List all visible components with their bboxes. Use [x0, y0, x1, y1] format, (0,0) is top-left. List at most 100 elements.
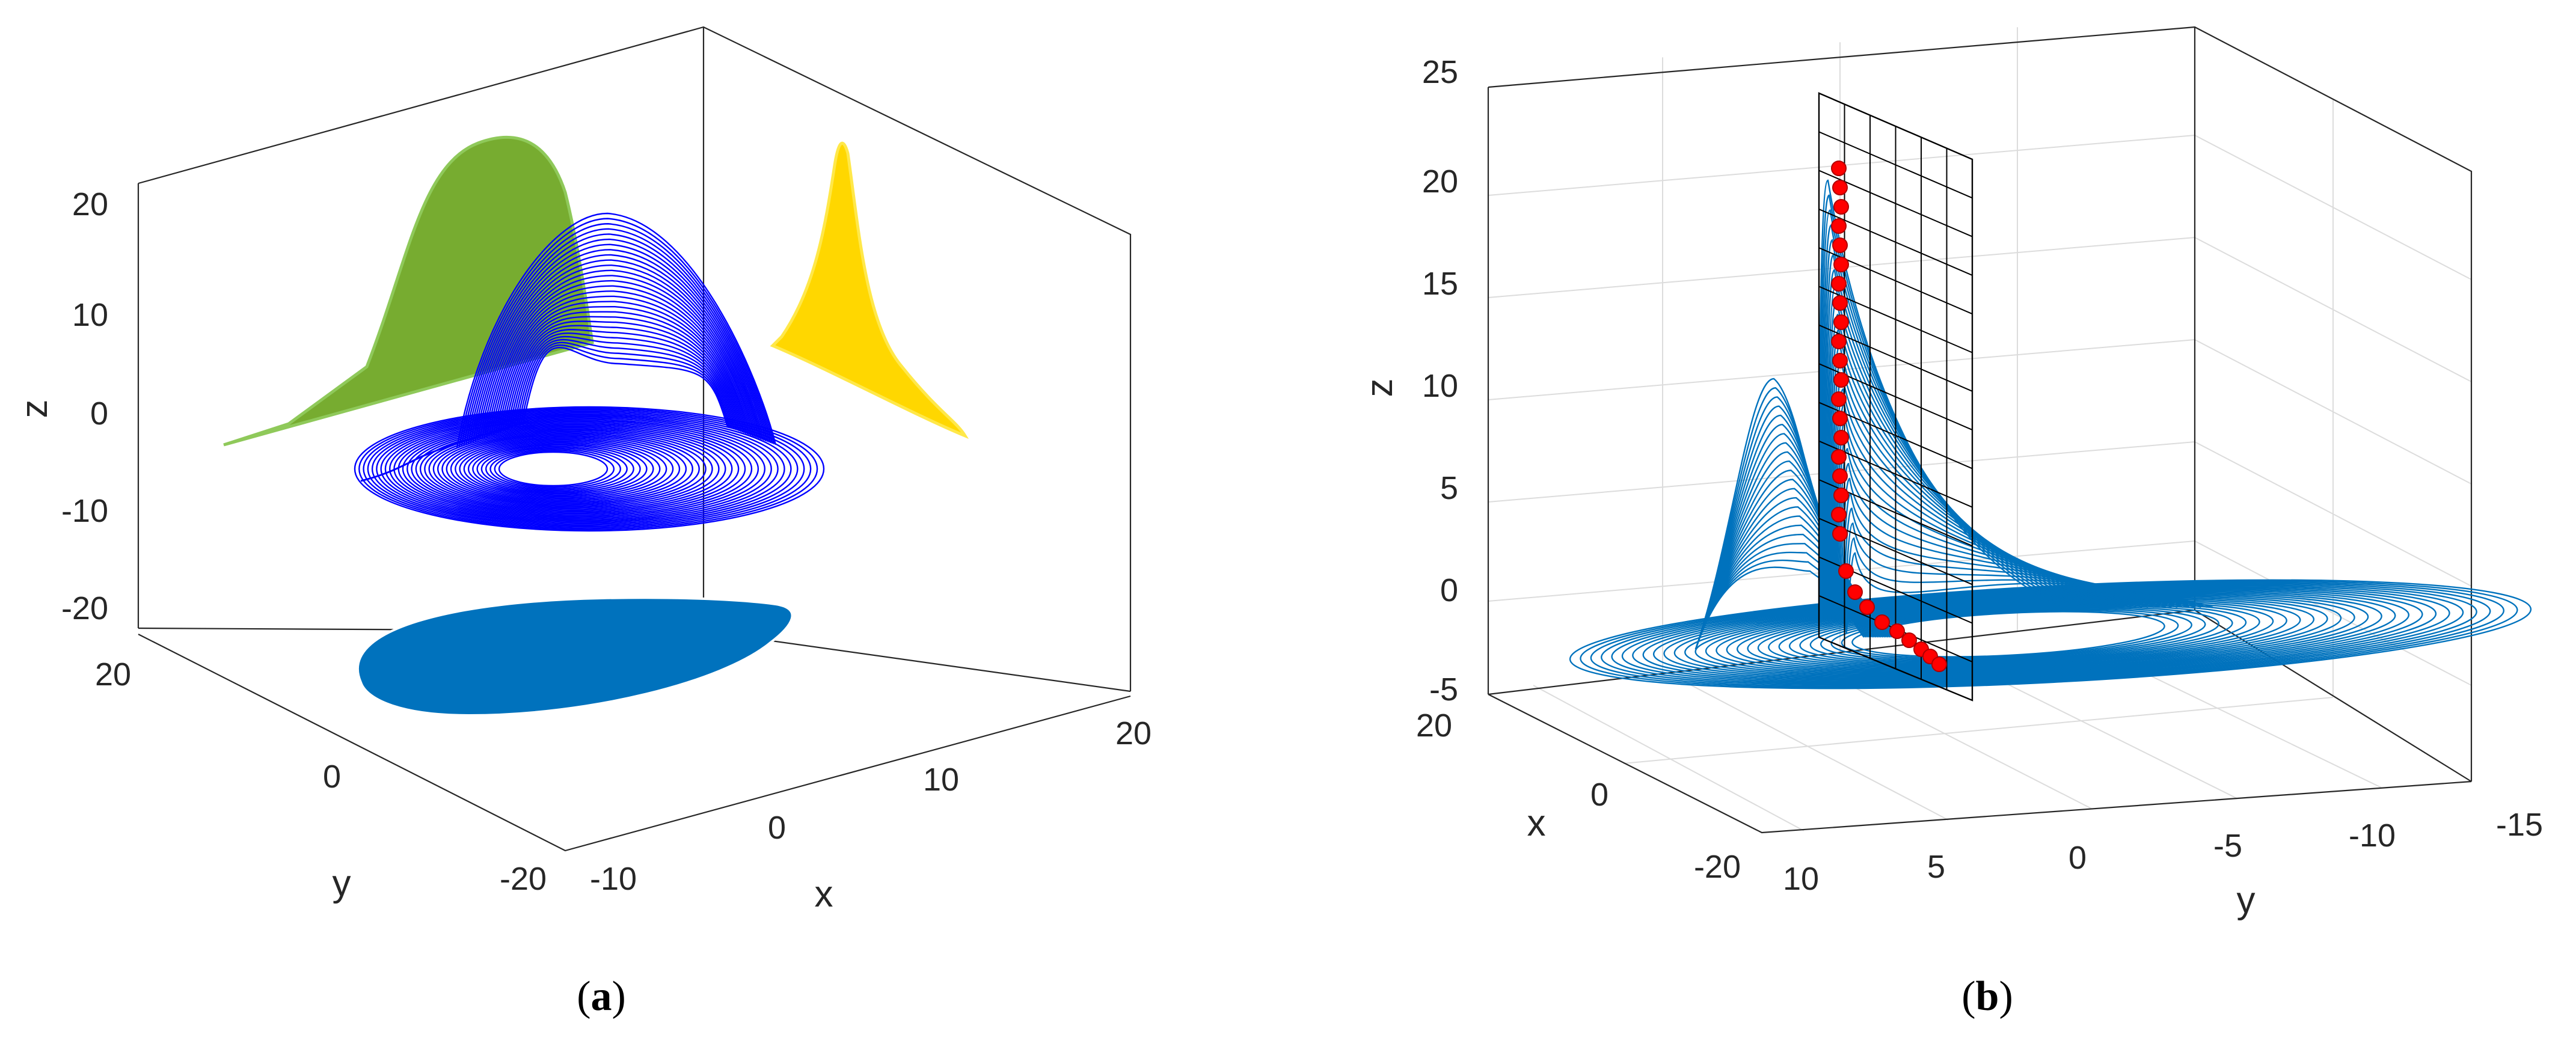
trajectory-wing: [1845, 552, 2213, 634]
grid-line: [1966, 663, 2237, 799]
grid-line: [1677, 678, 1949, 821]
trajectory-wing: [1824, 269, 2102, 620]
floor-projection-series: [356, 596, 794, 717]
trajectory-loop: [354, 406, 825, 532]
panel-a-y-axis-label: y: [333, 863, 351, 904]
trajectory-loop: [1569, 579, 2532, 690]
trajectory-loop: [472, 442, 648, 495]
yellow-projection-series: [770, 141, 969, 439]
trajectory-wing: [472, 249, 765, 442]
z-tick-label: 20: [1422, 164, 1458, 200]
trajectory-loop: [1601, 583, 2491, 686]
trajectory-loop: [467, 441, 654, 497]
trajectory-loop: [494, 450, 615, 488]
trajectory-loop: [437, 432, 700, 506]
plane-grid-line: [1818, 208, 1973, 276]
trajectory-wing: [470, 243, 767, 443]
panel-b-chart: 25 20 15 10 5 0 -5 20 0 -20 10 5 0 -5 -1…: [1359, 26, 2543, 1020]
z-tick-label: -20: [61, 590, 108, 626]
trajectory-loop: [489, 448, 622, 489]
panel-b-caption: (b): [1961, 973, 2013, 1020]
trajectory-loop: [446, 435, 687, 503]
poincare-point: [1832, 295, 1848, 311]
trajectory-wing: [497, 305, 747, 434]
trajectory-wing: [467, 238, 768, 444]
trajectory-wing: [1832, 373, 2142, 620]
trajectory-loop: [1580, 580, 2518, 688]
poincare-point: [1831, 449, 1847, 465]
poincare-point: [1833, 430, 1849, 445]
trajectory-wing: [465, 233, 770, 445]
trajectory-wing: [1843, 522, 2201, 623]
plane-grid-line: [1818, 131, 1973, 199]
trajectory-wing: [490, 290, 752, 436]
trajectory-loop: [476, 444, 641, 494]
panel-b-z-ticks: 25 20 15 10 5 0 -5: [1422, 54, 1458, 708]
z-tick-label: -5: [1429, 671, 1458, 708]
y-tick-label: 20: [95, 656, 131, 693]
x-tick-label: -20: [1694, 849, 1741, 885]
trajectory-loop: [1788, 604, 2247, 665]
x-tick-label: 20: [1115, 715, 1152, 751]
panel-a-z-ticks: 20 10 0 -10 -20: [61, 186, 108, 626]
trajectory-wing: [515, 339, 734, 429]
panel-b-y-ticks: 10 5 0 -5 -10 -15: [1783, 807, 2543, 897]
z-tick-label: 15: [1422, 266, 1458, 302]
trajectory-wing: [463, 228, 771, 446]
y-tick-label: -10: [2349, 818, 2396, 854]
trajectory-wing: [522, 347, 729, 427]
trajectory-wing: [1839, 477, 2184, 620]
trajectory-wing: [488, 285, 753, 436]
trajectory-loop: [1830, 608, 2192, 660]
poincare-point: [1833, 257, 1849, 272]
trajectory-wing: [518, 341, 732, 429]
panel-a-axes-box: [137, 26, 1132, 852]
y-tick-label: -20: [500, 861, 547, 897]
trajectory-loop: [1799, 605, 2233, 664]
poincare-point: [1847, 584, 1863, 600]
trajectory-wing: [461, 223, 773, 447]
poincare-point: [1859, 599, 1875, 615]
poincare-point: [1831, 391, 1847, 407]
trajectory-wing: [504, 320, 742, 432]
poincare-point: [1838, 563, 1854, 579]
y-tick-label: 0: [2068, 840, 2087, 876]
panel-b-x-ticks: 20 0 -20: [1416, 708, 1741, 885]
trajectory-wing: [1844, 537, 2207, 628]
poincare-point: [1833, 314, 1849, 330]
trajectory-loop: [424, 427, 720, 510]
panel-a-caption: (a): [577, 973, 626, 1020]
poincare-point: [1831, 218, 1847, 234]
trajectory-wing: [506, 325, 740, 432]
panel-b-grid: [1488, 27, 2472, 831]
z-tick-label: 20: [72, 186, 108, 222]
panel-b-plot-layer: [1569, 92, 2532, 702]
grid-line: [1623, 697, 2334, 764]
y-tick-label: -15: [2496, 807, 2543, 843]
trajectory-loop: [485, 447, 628, 491]
poincare-point: [1832, 411, 1848, 426]
trajectory-wing: [492, 295, 750, 435]
trajectory-wing: [520, 344, 730, 428]
poincare-point: [1831, 161, 1847, 176]
z-tick-label: 0: [90, 396, 108, 432]
trajectory-loop: [1809, 606, 2220, 662]
panel-a-x-ticks: -10 0 10 20: [590, 715, 1152, 897]
trajectory-wing: [456, 212, 777, 448]
trajectory-wing: [1694, 551, 1898, 650]
panel-b-y-axis-label: y: [2237, 879, 2256, 921]
trajectory-loop: [1590, 581, 2504, 687]
z-tick-label: 5: [1440, 470, 1458, 506]
trajectory-wing: [458, 218, 775, 447]
trajectory-wing: [501, 316, 743, 433]
panel-a-x-axis-label: x: [815, 873, 833, 915]
poincare-point: [1833, 199, 1849, 215]
poincare-point: [1832, 526, 1848, 542]
grid-line: [1533, 685, 1805, 831]
z-tick-label: 0: [1440, 572, 1458, 608]
panel-a-z-axis-label: z: [14, 400, 55, 418]
panel-a-plot-layer: [223, 136, 969, 717]
trajectory-loop: [363, 409, 812, 529]
trajectory-loop: [411, 424, 740, 514]
trajectory-wing: [499, 311, 745, 433]
